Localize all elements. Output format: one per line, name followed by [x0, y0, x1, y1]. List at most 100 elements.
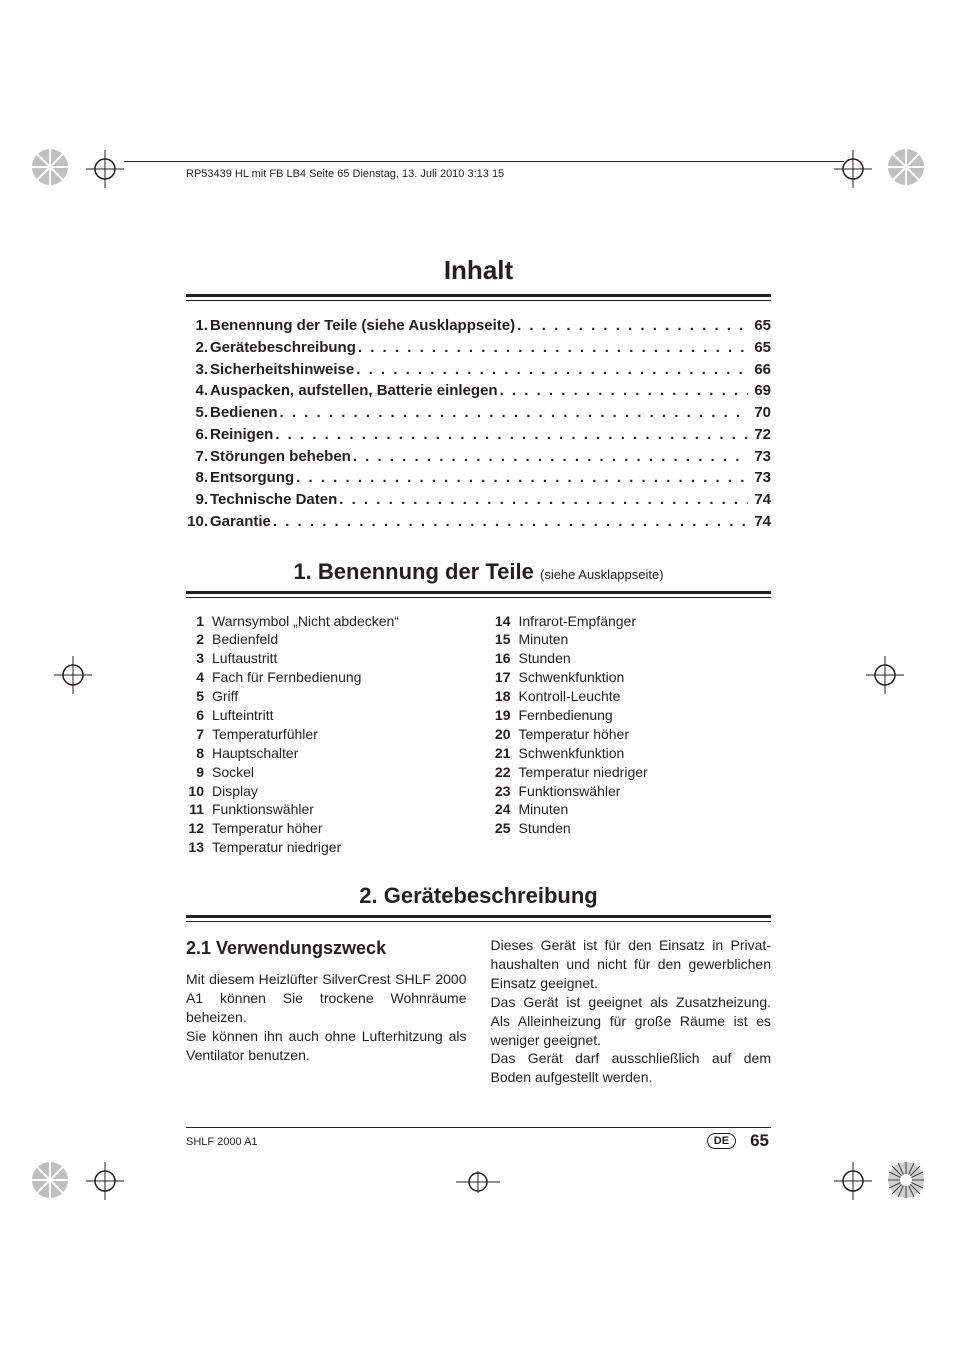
toc-number: 8. [186, 467, 210, 489]
toc-number: 10. [186, 511, 210, 533]
part-number: 22 [493, 763, 519, 782]
part-row: 1Warnsymbol „Nicht abdecken“ [186, 612, 465, 631]
part-number: 8 [186, 744, 212, 763]
toc-leader-dots [358, 337, 748, 359]
title-rule [186, 294, 771, 301]
part-number: 21 [493, 744, 519, 763]
part-number: 16 [493, 649, 519, 668]
section-rule [186, 591, 771, 598]
part-number: 15 [493, 630, 519, 649]
registration-mark [834, 150, 872, 188]
toc-leader-dots [356, 359, 748, 381]
toc-number: 3. [186, 359, 210, 381]
language-badge: DE [707, 1133, 736, 1149]
footer-model: SHLF 2000 A1 [186, 1136, 258, 1148]
crop-mark-sunburst [886, 1160, 926, 1200]
crop-mark-star [886, 147, 926, 187]
toc-page: 65 [750, 315, 771, 337]
parts-list: 1Warnsymbol „Nicht abdecken“2Bedienfeld3… [186, 612, 771, 858]
part-row: 21Schwenkfunktion [493, 744, 772, 763]
part-label: Minuten [519, 800, 772, 819]
part-label: Warnsymbol „Nicht abdecken“ [212, 612, 465, 631]
toc-label: Reinigen [210, 424, 273, 446]
part-number: 6 [186, 706, 212, 725]
part-row: 2Bedienfeld [186, 630, 465, 649]
part-label: Temperatur niedriger [519, 763, 772, 782]
toc-row: 5. Bedienen 70 [186, 402, 771, 424]
part-label: Temperaturfühler [212, 725, 465, 744]
header-meta: RP53439 HL mit FB LB4 Seite 65 Dienstag,… [186, 168, 504, 180]
part-label: Sockel [212, 763, 465, 782]
part-number: 12 [186, 819, 212, 838]
part-label: Display [212, 782, 465, 801]
toc-row: 9. Technische Daten 74 [186, 489, 771, 511]
toc-page: 65 [750, 337, 771, 359]
part-number: 11 [186, 800, 212, 819]
toc-row: 8. Entsorgung 73 [186, 467, 771, 489]
section-1-subtitle: (siehe Ausklappseite) [540, 567, 664, 582]
registration-mark [834, 1162, 872, 1200]
toc-number: 4. [186, 380, 210, 402]
part-label: Temperatur höher [519, 725, 772, 744]
toc-label: Sicherheitshinweise [210, 359, 354, 381]
part-label: Stunden [519, 649, 772, 668]
body-column-left: 2.1 Verwendungszweck Mit diesem Heizlüft… [186, 936, 467, 1087]
crop-mark-star [30, 147, 70, 187]
parts-column-right: 14Infrarot-Empfänger15Minuten16Stunden17… [493, 612, 772, 858]
part-row: 14Infrarot-Empfänger [493, 612, 772, 631]
part-number: 23 [493, 782, 519, 801]
toc-leader-dots [275, 424, 748, 446]
toc-row: 4. Auspacken, aufstellen, Batterie einle… [186, 380, 771, 402]
part-number: 18 [493, 687, 519, 706]
toc-label: Entsorgung [210, 467, 294, 489]
crop-mark-star [30, 1160, 70, 1200]
part-row: 19Fernbedienung [493, 706, 772, 725]
body-text-left: Mit diesem Heizlüfter SilverCrest SHLF 2… [186, 970, 467, 1064]
part-number: 14 [493, 612, 519, 631]
part-row: 10Display [186, 782, 465, 801]
toc-row: 6. Reinigen 72 [186, 424, 771, 446]
body-columns: 2.1 Verwendungszweck Mit diesem Heizlüft… [186, 936, 771, 1087]
toc-row: 7. Störungen beheben 73 [186, 446, 771, 468]
part-label: Stunden [519, 819, 772, 838]
toc-leader-dots [517, 315, 748, 337]
toc-row: 10. Garantie 74 [186, 511, 771, 533]
part-label: Bedienfeld [212, 630, 465, 649]
toc-page: 66 [750, 359, 771, 381]
toc-label: Auspacken, aufstellen, Batterie einlegen [210, 380, 498, 402]
part-number: 7 [186, 725, 212, 744]
part-row: 20Temperatur höher [493, 725, 772, 744]
registration-mark [86, 150, 124, 188]
part-row: 22Temperatur niedriger [493, 763, 772, 782]
part-number: 17 [493, 668, 519, 687]
part-row: 9Sockel [186, 763, 465, 782]
header-rule [124, 161, 844, 162]
part-number: 3 [186, 649, 212, 668]
part-row: 16Stunden [493, 649, 772, 668]
part-label: Funktionswähler [519, 782, 772, 801]
part-row: 7Temperaturfühler [186, 725, 465, 744]
part-row: 5Griff [186, 687, 465, 706]
part-row: 12Temperatur höher [186, 819, 465, 838]
section-2-heading: 2. Gerätebeschreibung [186, 883, 771, 909]
part-label: Kontroll-Leuchte [519, 687, 772, 706]
parts-column-left: 1Warnsymbol „Nicht abdecken“2Bedienfeld3… [186, 612, 465, 858]
part-label: Schwenkfunktion [519, 744, 772, 763]
part-number: 4 [186, 668, 212, 687]
part-row: 4Fach für Fernbedienung [186, 668, 465, 687]
part-number: 9 [186, 763, 212, 782]
part-label: Griff [212, 687, 465, 706]
part-label: Temperatur höher [212, 819, 465, 838]
section-1-heading: 1. Benennung der Teile (siehe Ausklappse… [186, 559, 771, 585]
table-of-contents: 1. Benennung der Teile (siehe Ausklappse… [186, 315, 771, 533]
toc-page: 74 [750, 511, 771, 533]
part-label: Hauptschalter [212, 744, 465, 763]
footer-rule [186, 1127, 771, 1128]
registration-mark [866, 656, 904, 694]
toc-leader-dots [296, 467, 748, 489]
part-row: 18Kontroll-Leuchte [493, 687, 772, 706]
toc-page: 70 [750, 402, 771, 424]
toc-label: Gerätebeschreibung [210, 337, 356, 359]
toc-label: Störungen beheben [210, 446, 351, 468]
toc-number: 9. [186, 489, 210, 511]
